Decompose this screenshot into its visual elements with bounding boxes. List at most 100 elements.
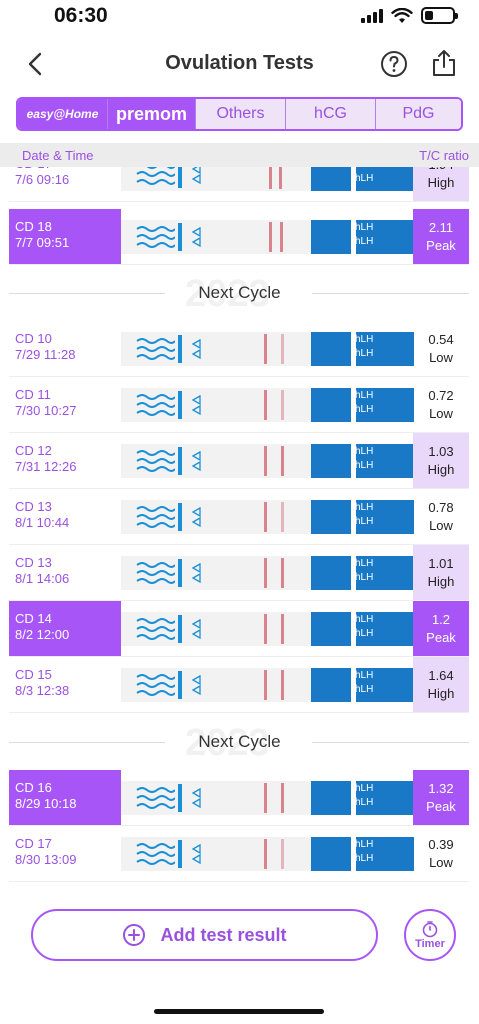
tc-ratio-cell: 1.03 High: [413, 433, 469, 489]
row-date-cell: CD 17 8/30 13:09: [9, 826, 121, 882]
cycle-day: CD 11: [15, 387, 51, 402]
add-test-result-button[interactable]: Add test result: [31, 909, 378, 961]
test-row[interactable]: CD 13 8/1 10:44 hLH hLH 0.78 Low: [0, 489, 479, 545]
test-row[interactable]: CD 12 7/31 12:26 hLH hLH 1.03 High: [0, 433, 479, 489]
tab-pdg[interactable]: PdG: [376, 99, 461, 129]
test-row[interactable]: CD 177/6 09:16hLHhLH1.94High: [0, 167, 479, 202]
date-time-header: Date & Time: [22, 148, 94, 163]
cycle-separator: 2023 Next Cycle: [0, 273, 479, 315]
back-chevron-icon[interactable]: [22, 50, 50, 78]
fertility-level: High: [427, 462, 455, 477]
fertility-level: Low: [429, 855, 453, 870]
test-datetime: 8/2 12:00: [15, 627, 70, 642]
tc-ratio-value: 1.2: [431, 612, 451, 627]
year-watermark: 2023: [185, 273, 270, 315]
row-date-cell: CD 177/6 09:16: [9, 167, 121, 202]
row-date-cell: CD 18 7/7 09:51: [9, 209, 121, 265]
help-icon[interactable]: [380, 50, 408, 78]
column-header: Date & Time T/C ratio: [0, 143, 479, 167]
battery-icon: [421, 7, 458, 24]
tc-ratio-cell: 0.39 Low: [413, 826, 469, 882]
test-datetime: 7/31 12:26: [15, 459, 77, 474]
year-watermark: 2023: [185, 722, 270, 764]
test-row[interactable]: CD 18 7/7 09:51 hLH hLH 2.11 Peak: [0, 209, 479, 265]
plus-circle-icon: [123, 924, 146, 946]
timer-label: Timer: [415, 938, 445, 950]
cycle-day: CD 13: [15, 499, 52, 514]
test-row[interactable]: CD 11 7/30 10:27 hLH hLH 0.72 Low: [0, 377, 479, 433]
row-date-cell: CD 16 8/29 10:18: [9, 770, 121, 826]
test-row[interactable]: CD 13 8/1 14:06 hLH hLH 1.01 High: [0, 545, 479, 601]
cellular-signal-icon: [361, 8, 383, 23]
tab-easy-at-home[interactable]: easy@Home: [18, 99, 108, 129]
tab-hcg[interactable]: hCG: [286, 99, 376, 129]
timer-button[interactable]: Timer: [404, 909, 456, 961]
tc-ratio-value: 2.11: [428, 220, 454, 235]
fertility-level: High: [427, 175, 455, 190]
cycle-day: CD 13: [15, 555, 52, 570]
test-datetime: 7/29 11:28: [15, 347, 76, 362]
row-date-cell: CD 13 8/1 10:44: [9, 489, 121, 545]
cycle-day: CD 17: [15, 167, 121, 172]
fertility-level: Low: [429, 518, 453, 533]
tab-others[interactable]: Others: [196, 99, 286, 129]
tc-ratio-value: 0.72: [428, 388, 454, 403]
tc-ratio-cell: 0.72 Low: [413, 377, 469, 433]
cycle-day: CD 14: [15, 611, 52, 626]
tc-ratio-cell: 1.32 Peak: [413, 770, 469, 826]
next-cycle-label: Next Cycle: [198, 283, 281, 302]
tc-ratio-value: 1.01: [428, 556, 454, 571]
home-indicator: [154, 1009, 324, 1014]
share-icon[interactable]: [430, 48, 458, 78]
fertility-level: Low: [429, 350, 453, 365]
page-title: Ovulation Tests: [165, 52, 314, 74]
tc-ratio-value: 1.03: [428, 444, 454, 459]
tc-ratio-cell: 0.54 Low: [413, 321, 469, 377]
row-date-cell: CD 12 7/31 12:26: [9, 433, 121, 489]
tc-ratio-value: 1.32: [428, 781, 454, 796]
status-icons: [361, 7, 458, 24]
test-datetime: 8/29 10:18: [15, 796, 77, 811]
tc-ratio-cell: 1.2 Peak: [413, 601, 469, 657]
row-date-cell: CD 15 8/3 12:38: [9, 657, 121, 713]
tab-premom[interactable]: premom: [108, 99, 196, 129]
next-cycle-label: Next Cycle: [198, 732, 281, 751]
ratio-header: T/C ratio: [419, 148, 469, 163]
test-datetime: 8/3 12:38: [15, 683, 70, 698]
test-row[interactable]: CD 15 8/3 12:38 hLH hLH 1.64 High: [0, 657, 479, 713]
cycle-day: CD 10: [15, 331, 52, 346]
row-date-cell: CD 13 8/1 14:06: [9, 545, 121, 601]
test-datetime: 7/7 09:51: [15, 235, 70, 250]
cycle-separator: 2023 Next Cycle: [0, 722, 479, 764]
test-datetime: 8/30 13:09: [15, 852, 77, 867]
test-list[interactable]: CD 177/6 09:16hLHhLH1.94HighCD 187/7 09:…: [0, 167, 479, 885]
row-date-cell: CD 10 7/29 11:28: [9, 321, 121, 377]
tc-ratio-value: 1.94: [413, 167, 469, 174]
test-row[interactable]: CD 10 7/29 11:28 hLH hLH 0.54 Low: [0, 321, 479, 377]
status-time: 06:30: [54, 4, 108, 27]
cycle-day: CD 17: [15, 836, 52, 851]
tc-ratio-cell: 2.11 Peak: [413, 209, 469, 265]
test-datetime: 7/30 10:27: [15, 403, 77, 418]
bottom-bar: Add test result Timer: [0, 885, 479, 1024]
test-row[interactable]: CD 14 8/2 12:00 hLH hLH 1.2 Peak: [0, 601, 479, 657]
tc-ratio-value: 0.78: [428, 500, 454, 515]
tc-ratio-value: 0.54: [428, 332, 454, 347]
timer-icon: [422, 921, 438, 938]
fertility-level: High: [427, 574, 455, 589]
test-row[interactable]: CD 17 8/30 13:09 hLH hLH 0.39 Low: [0, 826, 479, 882]
brand-tabs: easy@Home premom Others hCG PdG: [16, 97, 463, 131]
cycle-day: CD 16: [15, 780, 52, 795]
test-row[interactable]: CD 16 8/29 10:18 hLH hLH 1.32 Peak: [0, 770, 479, 826]
status-bar: 06:30: [0, 0, 479, 38]
